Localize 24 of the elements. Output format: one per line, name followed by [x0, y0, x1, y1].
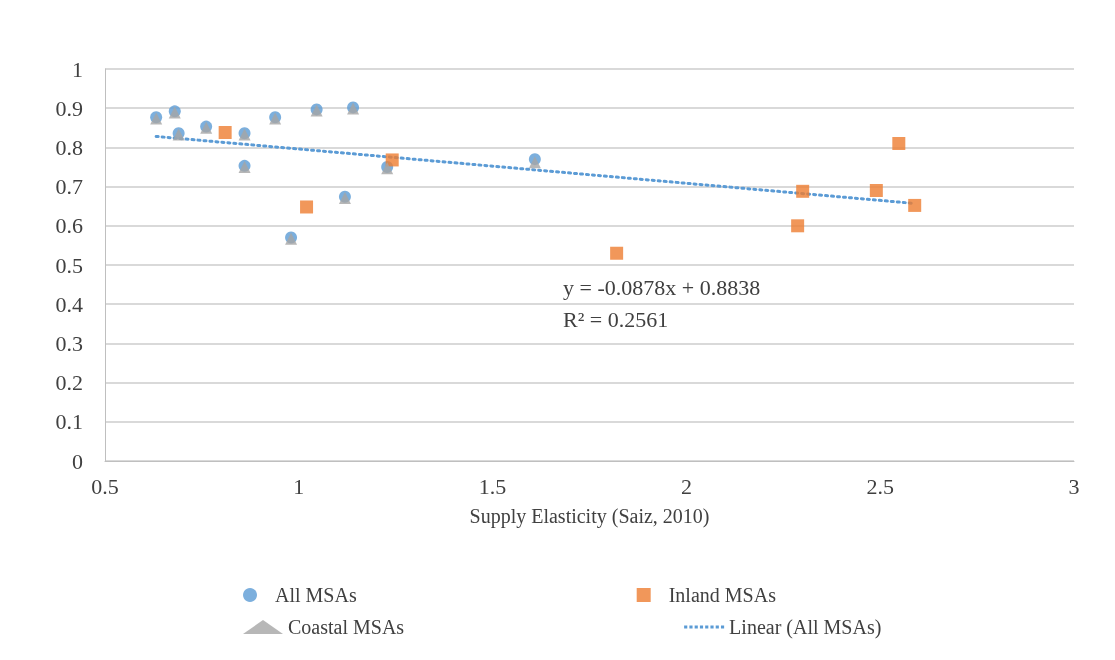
y-tick-label: 0.5	[55, 252, 83, 278]
y-tick-label: 0	[72, 448, 83, 474]
legend-label: All MSAs	[275, 584, 357, 606]
y-tick-label: 0.9	[55, 95, 83, 121]
x-tick-label: 0.5	[91, 473, 119, 499]
y-tick-label: 0.6	[55, 213, 83, 239]
x-tick-label: 1	[293, 473, 305, 499]
y-tick-label: 0.2	[55, 370, 83, 396]
y-tick-label: 0.8	[55, 134, 83, 160]
annotation: R² = 0.2561	[563, 306, 669, 332]
annotation: y = -0.0878x + 0.8838	[563, 274, 761, 300]
y-tick-label: 0.4	[55, 291, 83, 317]
y-tick-label: 1	[72, 56, 83, 82]
x-tick-label: 1.5	[478, 473, 507, 499]
x-tick-label: 2.5	[866, 473, 894, 499]
legend-label: Linear (All MSAs)	[729, 616, 882, 639]
y-tick-label: 0.1	[55, 409, 83, 435]
x-tick-label: 3	[1068, 473, 1080, 499]
legend-label: Coastal MSAs	[288, 616, 405, 638]
x-axis-title: Supply Elasticity (Saiz, 2010)	[469, 505, 710, 528]
x-tick-label: 2	[680, 473, 692, 499]
legend-label: Inland MSAs	[668, 584, 777, 606]
y-tick-label: 0.7	[55, 174, 83, 200]
y-tick-label: 0.3	[55, 330, 83, 356]
